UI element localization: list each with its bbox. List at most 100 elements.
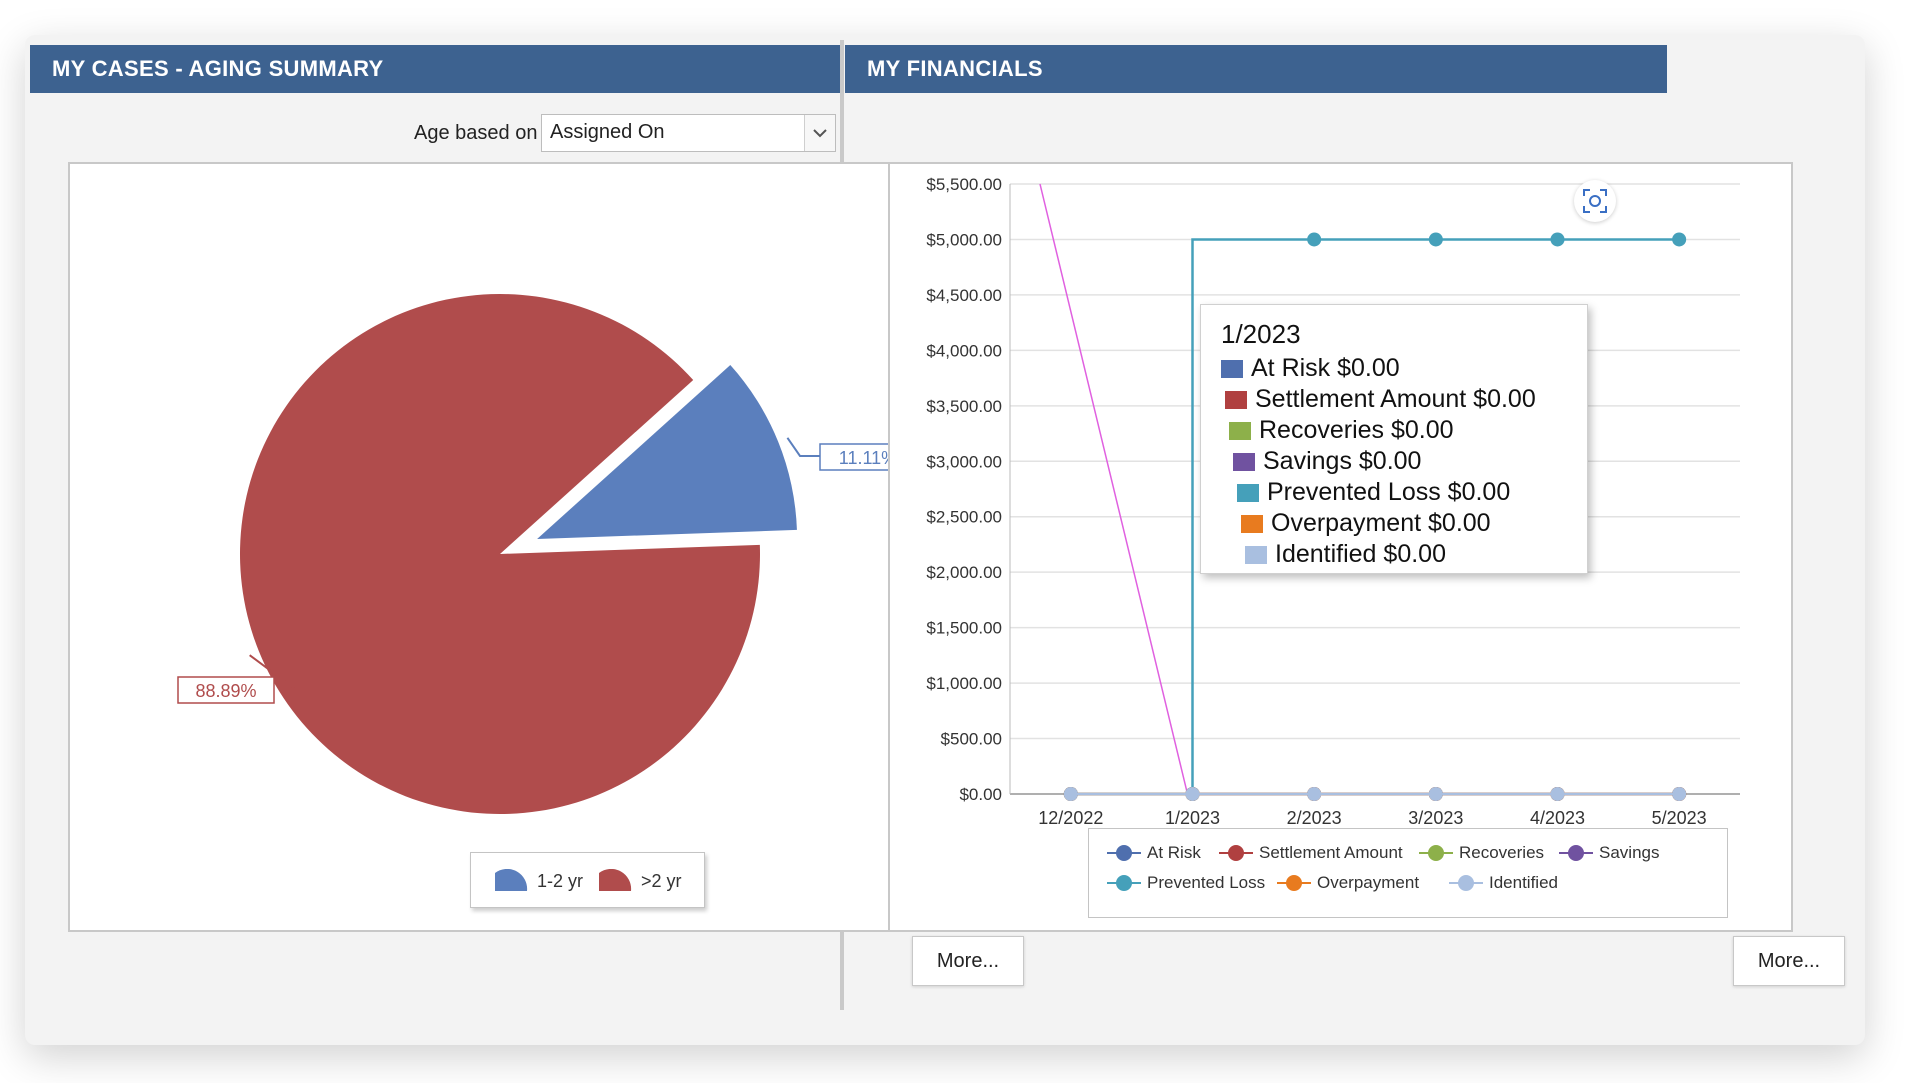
tooltip-row: Settlement Amount $0.00	[1221, 384, 1567, 415]
tooltip-row-label: Savings $0.00	[1263, 447, 1422, 475]
legend-item-settlement-amount[interactable]: Settlement Amount	[1219, 843, 1403, 863]
chart-tooltip: 1/2023 At Risk $0.00 Settlement Amount $0…	[1200, 304, 1588, 574]
data-point[interactable]	[1428, 787, 1443, 801]
tooltip-swatch-icon	[1237, 483, 1259, 502]
data-point[interactable]	[1672, 787, 1687, 801]
data-point[interactable]	[1550, 232, 1565, 247]
tooltip-row: Savings $0.00	[1221, 446, 1567, 477]
pie-slice-1-2yr[interactable]	[537, 365, 797, 540]
tooltip-swatch-icon	[1233, 452, 1255, 471]
x-tick-label: 2/2023	[1287, 808, 1342, 828]
aging-more-button[interactable]: More...	[912, 936, 1024, 986]
tooltip-swatch-icon	[1229, 421, 1251, 440]
y-tick-label: $500.00	[941, 730, 1002, 749]
aging-more-label: More...	[936, 949, 1000, 972]
financials-more-label: More...	[1757, 949, 1821, 972]
y-tick-label: $1,000.00	[926, 674, 1002, 693]
data-point[interactable]	[1550, 787, 1565, 801]
legend-label: Overpayment	[1317, 873, 1420, 892]
legend-gt-2yr-swatch-icon	[599, 869, 632, 891]
legend-label: Savings	[1599, 843, 1660, 862]
chevron-down-icon[interactable]	[804, 115, 835, 151]
screenshot-icon[interactable]	[1574, 180, 1616, 222]
legend-marker-icon	[1107, 874, 1141, 892]
aging-panel-title: MY CASES - AGING SUMMARY	[52, 56, 384, 81]
legend-marker-icon	[1559, 844, 1593, 862]
pie-data-label: 88.89%	[195, 681, 256, 701]
tooltip-row: Overpayment $0.00	[1221, 508, 1567, 539]
data-point[interactable]	[1185, 787, 1200, 801]
aging-panel-header: MY CASES - AGING SUMMARY	[30, 45, 840, 93]
legend-1-2yr-swatch-icon	[495, 869, 528, 891]
tooltip-swatch-icon	[1225, 390, 1247, 409]
legend-label: Identified	[1489, 873, 1558, 892]
legend-item-gt-2yr: >2 yr	[597, 869, 682, 893]
tooltip-row: Identified $0.00	[1221, 539, 1567, 570]
pie-leader-line	[786, 437, 820, 457]
financials-panel-header: MY FINANCIALS	[845, 45, 1667, 93]
pie-data-label-box	[177, 676, 275, 704]
y-tick-label: $4,000.00	[926, 341, 1002, 360]
legend-1-2yr-label: 1-2 yr	[537, 870, 584, 891]
tooltip-swatch-icon	[1245, 545, 1267, 564]
legend-item-1-2yr: 1-2 yr	[493, 869, 583, 893]
tooltip-row-label: Prevented Loss $0.00	[1267, 478, 1511, 506]
legend-item-identified[interactable]: Identified	[1449, 873, 1558, 893]
legend-label: Prevented Loss	[1147, 873, 1266, 892]
pie-data-label: 11.11%	[839, 448, 897, 468]
age-based-on-label: Age based on	[414, 122, 538, 144]
tooltip-row-label: Identified $0.00	[1275, 540, 1446, 568]
y-tick-label: $3,500.00	[926, 397, 1002, 416]
x-tick-label: 5/2023	[1652, 808, 1707, 828]
data-point[interactable]	[1307, 232, 1322, 247]
financials-chart-frame: $0.00 $500.00 $1,000.00 $1,500.00 $2,000.00 $…	[888, 162, 1793, 932]
financials-panel-title: MY FINANCIALS	[867, 56, 1043, 81]
age-based-on-select[interactable]: Assigned On	[541, 114, 836, 152]
pie-slice-gt-2yr[interactable]	[240, 294, 761, 815]
legend-item-recoveries[interactable]: Recoveries	[1419, 843, 1544, 863]
y-tick-label: $5,000.00	[926, 230, 1002, 249]
data-point[interactable]	[1063, 787, 1078, 801]
financials-legend: At Risk Settlement Amount Recoveries Saving…	[1088, 828, 1728, 918]
legend-label: Settlement Amount	[1259, 843, 1403, 862]
y-tick-label: $5,500.00	[926, 175, 1002, 194]
legend-label: Recoveries	[1459, 843, 1545, 862]
legend-marker-icon	[1219, 844, 1253, 862]
pie-leader-line	[249, 654, 299, 690]
y-tick-label: $3,000.00	[926, 452, 1002, 471]
tooltip-row: At Risk $0.00	[1221, 353, 1567, 384]
aging-chart-frame: 11.11% 88.89%	[68, 162, 964, 932]
legend-marker-icon	[1419, 844, 1453, 862]
x-tick-label: 12/2022	[1038, 808, 1103, 828]
tooltip-swatch-icon	[1241, 514, 1263, 533]
legend-item-at-risk[interactable]: At Risk	[1107, 843, 1201, 863]
tooltip-swatch-icon	[1221, 359, 1243, 378]
y-tick-label: $2,000.00	[926, 563, 1002, 582]
data-point[interactable]	[1428, 232, 1443, 247]
legend-label: At Risk	[1147, 843, 1201, 862]
tooltip-title: 1/2023	[1221, 319, 1301, 349]
data-point[interactable]	[1672, 232, 1687, 247]
data-point[interactable]	[1307, 787, 1322, 801]
legend-marker-icon	[1449, 874, 1483, 892]
financials-more-button[interactable]: More...	[1733, 936, 1845, 986]
legend-marker-icon	[1277, 874, 1311, 892]
x-tick-label: 4/2023	[1530, 808, 1585, 828]
aging-legend: 1-2 yr >2 yr	[470, 852, 705, 908]
x-tick-label: 3/2023	[1408, 808, 1463, 828]
legend-item-overpayment[interactable]: Overpayment	[1277, 873, 1419, 893]
legend-item-prevented-loss[interactable]: Prevented Loss	[1107, 873, 1265, 893]
y-tick-label: $2,500.00	[926, 508, 1002, 527]
tooltip-row-label: At Risk $0.00	[1251, 354, 1400, 382]
tooltip-row: Recoveries $0.00	[1221, 415, 1567, 446]
legend-item-savings[interactable]: Savings	[1559, 843, 1659, 863]
crosshair-line	[1039, 183, 1189, 795]
tooltip-row-label: Recoveries $0.00	[1259, 416, 1454, 444]
legend-gt-2yr-label: >2 yr	[641, 870, 682, 891]
tooltip-row: Prevented Loss $0.00	[1221, 477, 1567, 508]
y-tick-label: $4,500.00	[926, 286, 1002, 305]
tooltip-row-label: Settlement Amount $0.00	[1255, 385, 1536, 413]
legend-marker-icon	[1107, 844, 1141, 862]
y-tick-label: $1,500.00	[926, 619, 1002, 638]
x-tick-label: 1/2023	[1165, 808, 1220, 828]
